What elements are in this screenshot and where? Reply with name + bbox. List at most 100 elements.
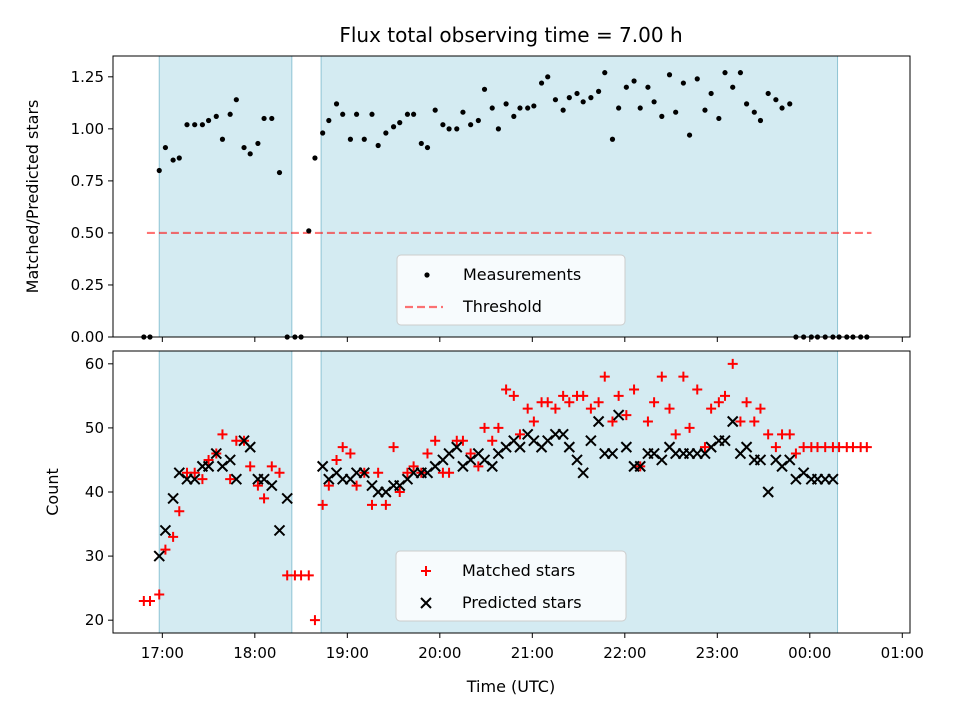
predicted-star-point — [620, 441, 633, 453]
measurement-point — [616, 105, 622, 111]
legend: Measurements Threshold — [396, 254, 626, 326]
measurement-point — [751, 109, 757, 115]
matched-star-point — [755, 403, 766, 414]
legend-box — [396, 254, 626, 326]
matched-star-point — [394, 487, 405, 497]
matched-star-point — [430, 435, 441, 446]
x-tick-label: 23:00 — [696, 644, 739, 662]
matched-star-point — [727, 358, 738, 369]
measurement-point — [481, 86, 488, 92]
measurement-point — [645, 84, 651, 90]
predicted-star-point — [514, 441, 526, 453]
matched-star-point — [473, 461, 484, 472]
matched-star-point — [564, 397, 575, 408]
predicted-star-point — [244, 441, 256, 453]
matched-star-point — [252, 480, 263, 491]
matched-star-point — [613, 390, 624, 401]
predicted-star-point — [210, 447, 222, 460]
matched-star-point — [168, 531, 179, 542]
measurement-point — [765, 90, 771, 97]
matched-star-point — [317, 499, 328, 510]
predicted-star-point — [585, 435, 597, 447]
predicted-star-point — [316, 460, 329, 473]
measurement-point — [361, 136, 367, 142]
measurement-point — [595, 88, 602, 94]
measurement-point — [779, 105, 785, 111]
matched-star-point — [585, 403, 596, 414]
matched-star-point — [542, 397, 553, 408]
matched-star-point — [720, 390, 731, 401]
measurement-point — [340, 111, 346, 117]
matched-star-point — [245, 461, 256, 472]
measurement-point — [560, 107, 566, 113]
x-tick-label: 20:00 — [418, 644, 461, 662]
measurement-point — [347, 136, 354, 142]
x-tick-label: 00:00 — [788, 644, 831, 662]
measurement-point — [666, 72, 673, 78]
legend-marker — [420, 597, 432, 609]
measurement-point — [609, 136, 616, 142]
predicted-star-point — [740, 441, 753, 453]
predicted-star-point — [571, 454, 583, 466]
measurement-point — [475, 117, 481, 124]
measurement-point — [375, 142, 381, 149]
count-panel: 17:00 18:00 19:00 20:00 21:00 22:00 23:00 00:00… — [43, 350, 924, 662]
measurement-point — [162, 144, 169, 151]
measurement-point — [192, 122, 198, 128]
y-tick-label: 30 — [85, 547, 104, 565]
matched-star-point — [465, 448, 476, 459]
measurement-point — [247, 151, 253, 157]
matched-star-point — [770, 442, 781, 453]
matched-star-point — [402, 467, 413, 478]
measurement-point — [694, 76, 700, 82]
matched-star-point — [422, 448, 433, 459]
measurement-point — [320, 130, 326, 136]
matched-star-point — [366, 499, 377, 510]
y-tick-label: 1.00 — [71, 120, 104, 138]
matched-star-point — [578, 390, 589, 401]
predicted-star-point — [281, 492, 293, 505]
matched-star-point — [351, 480, 362, 491]
matched-star-point — [217, 429, 228, 440]
measurement-point — [489, 105, 495, 111]
legend-label: Matched stars — [462, 561, 575, 580]
predicted-star-point — [606, 447, 619, 460]
measurement-point — [631, 78, 637, 84]
matched-star-point — [408, 461, 419, 472]
predicted-star-point — [634, 460, 646, 473]
matched-star-point — [649, 397, 660, 408]
matched-star-point — [656, 371, 667, 382]
matched-star-point — [493, 422, 504, 433]
measurement-point — [787, 101, 793, 107]
measurement-point — [156, 167, 162, 174]
measurement-point — [424, 144, 431, 151]
matched-star-point — [699, 442, 710, 453]
y-tick-label: 0.75 — [71, 172, 104, 190]
matched-star-point — [861, 442, 872, 453]
measurement-point — [566, 95, 572, 101]
measurement-point — [588, 95, 594, 101]
matched-star-point — [741, 397, 752, 408]
matched-star-point — [259, 493, 270, 504]
x-tick-label: 17:00 — [141, 644, 184, 662]
matched-star-point — [706, 403, 717, 414]
predicted-star-point — [451, 441, 463, 453]
measurement-point — [503, 101, 509, 107]
measurement-point — [525, 105, 531, 111]
predicted-star-point — [159, 524, 172, 537]
measurement-point — [418, 140, 424, 147]
measurement-point — [269, 115, 275, 122]
matched-star-point — [225, 474, 236, 485]
measurement-point — [680, 80, 686, 86]
measurement-point — [205, 117, 212, 124]
measurement-point — [219, 136, 226, 142]
measurement-point — [708, 90, 714, 97]
measurement-point — [397, 120, 403, 126]
predicted-star-point — [167, 492, 179, 505]
figure-title: Flux total observing time = 7.00 h — [339, 23, 682, 47]
predicted-star-point — [762, 486, 774, 498]
measurement-point — [545, 74, 551, 80]
matched-star-point — [487, 435, 498, 446]
predicted-star-point — [612, 409, 625, 421]
